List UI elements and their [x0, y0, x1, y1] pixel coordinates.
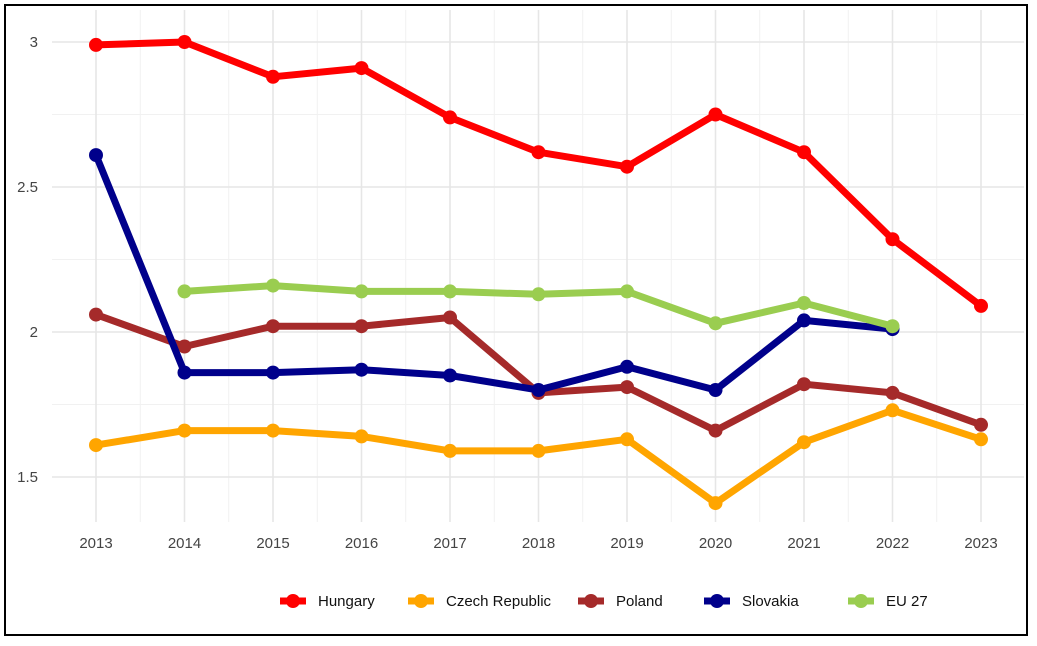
poland-point — [89, 307, 103, 322]
czech-republic-point — [89, 438, 103, 453]
hungary-point — [177, 35, 192, 49]
eu-27-point — [620, 284, 634, 299]
legend-key-point — [286, 594, 300, 608]
x-tick-label: 2023 — [964, 535, 997, 552]
eu-27-point — [354, 284, 369, 299]
eu-27-point — [885, 319, 900, 334]
slovakia-point — [708, 383, 723, 397]
hungary-point — [974, 298, 988, 313]
czech-republic-point — [797, 435, 811, 450]
hungary-point — [89, 37, 103, 52]
hungary-point — [443, 110, 457, 125]
eu-27-point — [443, 284, 457, 299]
czech-republic-point — [708, 496, 723, 511]
y-axis-tick-labels: 1.5 2 2.5 3 — [17, 34, 38, 486]
y-tick-label: 2.5 — [17, 179, 38, 196]
legend-item-hungary: Hungary — [280, 593, 375, 610]
legend-label: Czech Republic — [446, 593, 552, 610]
legend-label: EU 27 — [886, 593, 928, 610]
eu-27-point — [177, 284, 192, 299]
poland-point — [266, 319, 280, 334]
czech-republic-point — [974, 432, 988, 447]
x-tick-label: 2013 — [79, 535, 112, 552]
poland-point — [708, 423, 723, 438]
czech-republic-point — [266, 423, 280, 438]
legend-key-point — [584, 594, 598, 608]
legend-item-eu-27: EU 27 — [848, 593, 928, 610]
x-tick-label: 2015 — [256, 535, 289, 552]
legend: Hungary Czech Republic Poland Slovakia EU 27 — [280, 593, 928, 610]
czech-republic-point — [354, 429, 369, 444]
legend-key-point — [414, 594, 428, 608]
legend-label: Poland — [616, 593, 663, 610]
x-tick-label: 2014 — [168, 535, 201, 552]
slovakia-point — [443, 368, 457, 383]
czech-republic-point — [177, 423, 192, 438]
hungary-point — [885, 232, 900, 247]
x-tick-label: 2019 — [610, 535, 643, 552]
legend-item-slovakia: Slovakia — [704, 593, 799, 610]
x-tick-label: 2017 — [433, 535, 466, 552]
slovakia-point — [266, 365, 280, 380]
poland-point — [443, 310, 457, 325]
poland-point — [974, 417, 988, 432]
eu-27-point — [797, 296, 811, 310]
series-czech-republic — [89, 403, 988, 511]
series-lines — [89, 35, 988, 511]
poland-point — [354, 319, 369, 334]
czech-republic-point — [443, 443, 457, 458]
legend-item-poland: Poland — [578, 593, 663, 610]
hungary-point — [620, 159, 634, 174]
slovakia-point — [89, 148, 103, 163]
x-tick-label: 2020 — [699, 535, 732, 552]
x-axis-tick-labels: 2013 2014 2015 2016 2017 2018 2019 2020 2021 2022… — [79, 535, 997, 552]
hungary-point — [354, 61, 369, 76]
legend-item-czech-republic: Czech Republic — [408, 593, 552, 610]
hungary-point — [797, 145, 811, 160]
poland-point — [797, 377, 811, 392]
poland-point — [177, 339, 192, 354]
poland-point — [885, 385, 900, 400]
x-tick-label: 2016 — [345, 535, 378, 552]
y-tick-label: 2 — [30, 324, 38, 341]
poland-point — [620, 380, 634, 395]
slovakia-line — [92, 151, 896, 394]
czech-republic-point — [531, 443, 546, 458]
y-tick-label: 1.5 — [17, 469, 38, 486]
slovakia-point — [354, 362, 369, 377]
hungary-point — [531, 145, 546, 160]
legend-label: Hungary — [318, 593, 375, 610]
eu-27-point — [266, 278, 280, 293]
x-tick-label: 2022 — [876, 535, 909, 552]
x-tick-label: 2018 — [522, 535, 555, 552]
czech-republic-point — [620, 432, 634, 447]
hungary-point — [708, 107, 723, 122]
slovakia-point — [797, 313, 811, 328]
hungary-point — [266, 69, 280, 84]
slovakia-point — [531, 383, 546, 397]
series-eu-27 — [177, 278, 900, 334]
y-tick-label: 3 — [30, 34, 38, 51]
slovakia-point — [177, 365, 192, 380]
legend-label: Slovakia — [742, 593, 799, 610]
series-hungary — [89, 35, 988, 313]
legend-key-point — [854, 594, 868, 608]
czech-republic-point — [885, 403, 900, 418]
eu-27-point — [531, 287, 546, 302]
eu-27-point — [708, 316, 723, 331]
legend-key-point — [710, 594, 724, 608]
slovakia-point — [620, 359, 634, 374]
series-slovakia — [89, 148, 900, 397]
x-tick-label: 2021 — [787, 535, 820, 552]
